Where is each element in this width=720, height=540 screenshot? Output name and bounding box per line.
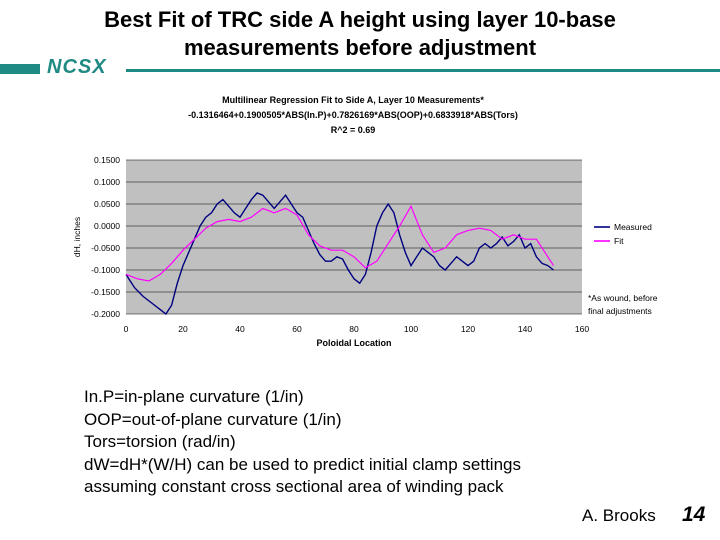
chart-title-line: Multilinear Regression Fit to Side A, La… [222,95,484,105]
y-tick-label: -0.0500 [91,243,120,253]
x-tick-label: 120 [461,324,475,334]
note-line-inplane: In.P=in-plane curvature (1/in) [84,387,304,406]
chart-title-line: -0.1316464+0.1900505*ABS(In.P)+0.7826169… [188,110,518,120]
note-line-torsion: Tors=torsion (rad/in) [84,432,236,452]
author-name: A. Brooks [582,506,656,525]
y-axis-label: dH, inches [72,217,82,257]
slide-title-line-2: measurements before adjustment [183,35,537,60]
x-tick-label: 80 [349,324,359,334]
x-tick-label: 20 [178,324,188,334]
footnote-line: final adjustments [588,306,652,316]
x-tick-label: 40 [235,324,245,334]
x-tick-labels: 0 20 40 60 80 100 120 140 160 [124,324,590,334]
notes-block: In.P=in-plane curvature (1/in) OOP=out-o… [84,386,521,499]
series-lines [125,192,555,316]
chart-legend: Measured Fit [594,222,652,246]
y-tick-label: 0.0000 [94,221,120,231]
chart-frame: Multilinear Regression Fit to Side A, La… [58,86,668,358]
slide-title-line-1: Best Fit of TRC side A height using laye… [104,7,616,32]
measured-series-line [125,192,554,316]
x-tick-label: 140 [518,324,532,334]
legend-label: Measured [614,222,652,232]
slide-title: Best Fit of TRC side A height using laye… [0,6,720,62]
x-tick-label: 0 [124,324,129,334]
y-tick-label: -0.2000 [91,309,120,319]
y-tick-label: -0.1000 [91,265,120,275]
y-tick-label: 0.0500 [94,199,120,209]
y-tick-label: -0.1500 [91,287,120,297]
gridlines [126,159,582,315]
x-tick-label: 60 [292,324,302,334]
ncsx-logo: NCSX [47,56,107,78]
x-tick-label: 160 [575,324,589,334]
page-number: 14 [682,503,706,526]
y-tick-labels: 0.1500 0.1000 0.0500 0.0000 -0.0500 -0.1000 -0… [91,155,120,319]
fit-series-line [125,204,555,282]
chart-footnote: *As wound, before final adjustments [588,293,658,316]
note-line-assumption: assuming constant cross sectional area o… [84,477,504,497]
y-tick-label: 0.1000 [94,177,120,187]
footnote-line: *As wound, before [588,293,658,303]
x-tick-label: 100 [404,324,418,334]
note-line-dw: dW=dH*(W/H) can be used to predict initi… [84,454,521,474]
note-line-oop: OOP=out-of-plane curvature (1/in) [84,409,342,429]
chart-title-group: Multilinear Regression Fit to Side A, La… [188,95,518,135]
plot-area [126,160,582,314]
y-tick-label: 0.1500 [94,155,120,165]
x-axis-label: Poloidal Location [316,338,391,348]
header-divider-line [126,69,720,72]
legend-label: Fit [614,236,624,246]
regression-chart: Multilinear Regression Fit to Side A, La… [72,95,658,348]
logo-accent-bar [0,64,40,74]
chart-title-line: R^2 = 0.69 [331,125,376,135]
